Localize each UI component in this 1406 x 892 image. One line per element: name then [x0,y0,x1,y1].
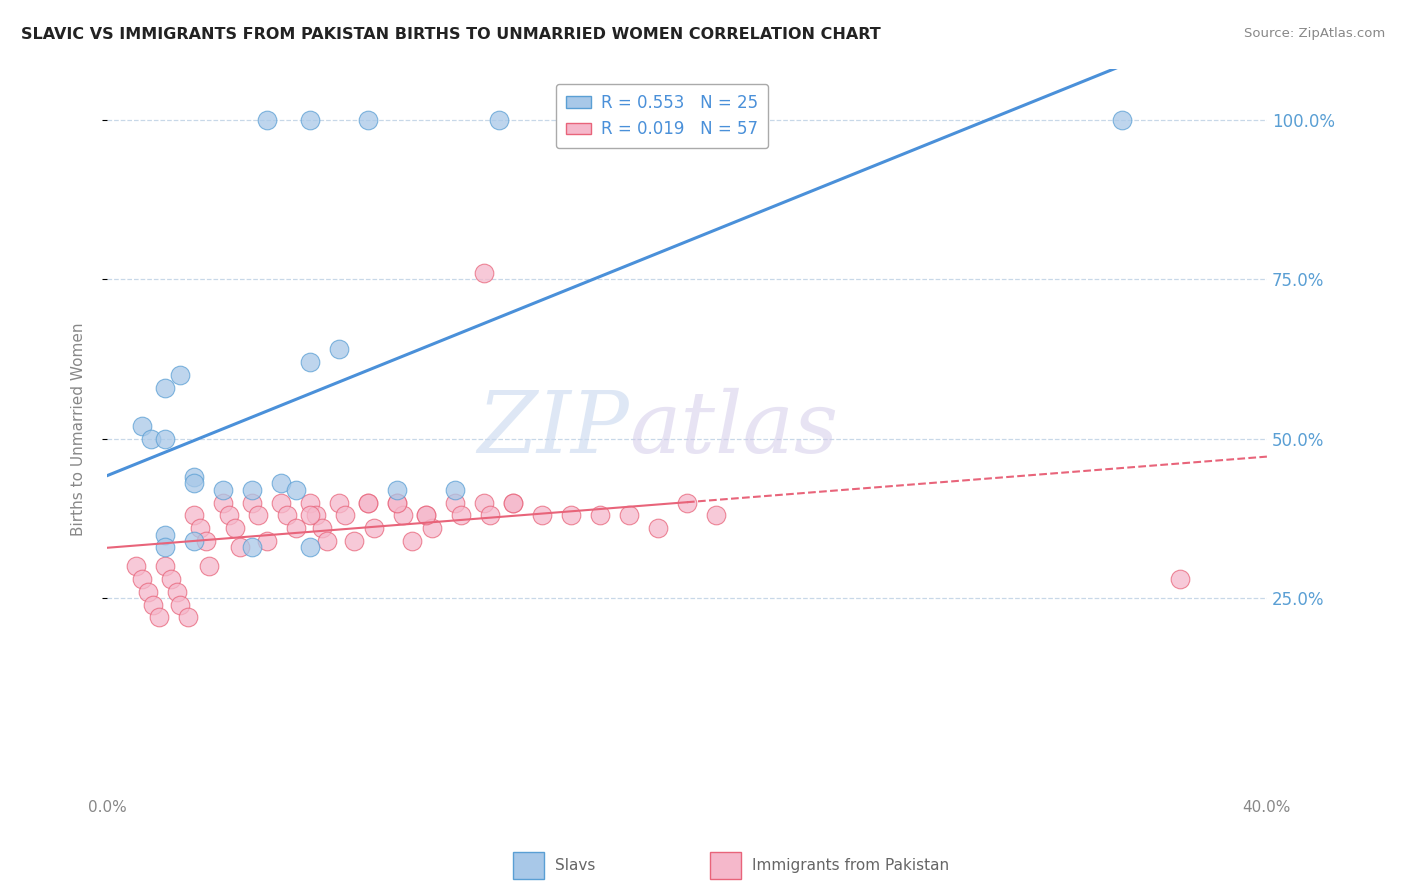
Point [240,495,263,509]
Text: atlas: atlas [628,388,838,470]
Point [444,495,467,509]
Point [160,572,183,586]
Point [1168,572,1191,586]
Point [299,495,322,509]
Point [270,476,292,491]
Point [328,343,350,357]
Point [444,483,467,497]
Point [153,541,176,555]
Point [333,508,356,523]
Point [385,495,408,509]
Point [328,495,350,509]
Point [131,419,153,434]
Point [299,508,322,523]
Point [415,508,437,523]
Point [1111,112,1133,127]
Point [240,483,263,497]
Text: ZIP: ZIP [477,388,628,470]
Y-axis label: Births to Unmarried Women: Births to Unmarried Women [72,322,86,536]
Point [139,432,162,446]
Point [142,598,165,612]
Point [305,508,328,523]
Point [472,495,495,509]
Point [676,495,699,509]
Point [169,368,191,382]
Point [183,533,205,548]
Point [246,508,269,523]
Point [212,495,235,509]
Point [589,508,612,523]
Point [472,266,495,280]
Point [299,112,322,127]
Point [357,495,380,509]
Point [617,508,640,523]
Point [224,521,246,535]
Point [229,541,252,555]
Text: SLAVIC VS IMMIGRANTS FROM PAKISTAN BIRTHS TO UNMARRIED WOMEN CORRELATION CHART: SLAVIC VS IMMIGRANTS FROM PAKISTAN BIRTH… [21,27,880,42]
Point [363,521,385,535]
Point [183,470,205,484]
Point [276,508,298,523]
Point [197,559,219,574]
Point [357,112,380,127]
Point [284,483,307,497]
Point [385,483,408,497]
Point [212,483,235,497]
Point [153,381,176,395]
Point [153,559,176,574]
Point [530,508,553,523]
Point [166,585,188,599]
Point [183,476,205,491]
Point [560,508,582,523]
Point [153,432,176,446]
Point [357,495,380,509]
Point [188,521,211,535]
Point [392,508,415,523]
Point [647,521,669,535]
Point [488,112,510,127]
Point [450,508,472,523]
Point [136,585,159,599]
Point [502,495,524,509]
Point [704,508,727,523]
Point [131,572,153,586]
Legend: R = 0.553   N = 25, R = 0.019   N = 57: R = 0.553 N = 25, R = 0.019 N = 57 [557,84,768,148]
Point [240,541,263,555]
Point [385,495,408,509]
Point [256,112,278,127]
Point [401,533,423,548]
Point [153,527,176,541]
Point [148,610,170,624]
Point [183,508,205,523]
Text: Slavs: Slavs [555,858,596,872]
Point [311,521,333,535]
Point [478,508,501,523]
Point [299,541,322,555]
Point [194,533,217,548]
Point [270,495,292,509]
Text: Immigrants from Pakistan: Immigrants from Pakistan [752,858,949,872]
Point [218,508,240,523]
Point [342,533,364,548]
Point [284,521,307,535]
Point [502,495,524,509]
Point [177,610,200,624]
Point [299,355,322,369]
Point [169,598,191,612]
Point [316,533,339,548]
Text: Source: ZipAtlas.com: Source: ZipAtlas.com [1244,27,1385,40]
Point [420,521,443,535]
Point [415,508,437,523]
Point [125,559,148,574]
Point [256,533,278,548]
